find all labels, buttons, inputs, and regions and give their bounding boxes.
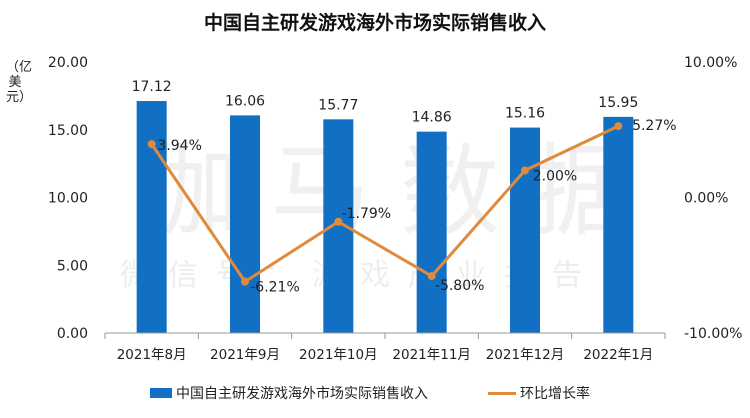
x-tick-label: 2021年11月	[392, 347, 471, 363]
legend-label-line: 环比增长率	[520, 386, 590, 402]
growth-point	[521, 166, 529, 175]
growth-data-label: 3.94%	[157, 138, 201, 154]
left-tick-label: 15.00	[48, 123, 88, 139]
legend-item-line: 环比增长率	[488, 383, 590, 403]
bar-data-label: 15.77	[318, 97, 358, 113]
watermark-logo: 伽马数据	[140, 133, 660, 250]
bar-data-label: 15.16	[505, 106, 545, 122]
legend-item-bar: 中国自主研发游戏海外市场实际销售收入	[150, 383, 428, 403]
right-tick-label: 10.00%	[684, 55, 737, 71]
bar	[416, 131, 447, 333]
growth-data-label: -5.80%	[435, 278, 485, 294]
legend-swatch-bar	[150, 388, 172, 398]
right-tick-label: 0.00%	[684, 191, 728, 207]
bar-data-label: 15.95	[598, 95, 638, 111]
growth-point	[241, 277, 249, 286]
legend-swatch-line	[488, 391, 516, 395]
left-tick-label: 0.00	[57, 326, 88, 342]
left-tick-label: 5.00	[57, 258, 88, 274]
bar-data-label: 17.12	[132, 79, 172, 95]
growth-point	[334, 217, 343, 226]
growth-data-label: 2.00%	[533, 168, 577, 184]
bar-data-label: 16.06	[225, 93, 265, 109]
growth-point	[147, 140, 156, 149]
growth-data-label: 5.27%	[632, 118, 676, 134]
x-tick-label: 2021年10月	[299, 347, 378, 363]
growth-line	[150, 124, 619, 284]
bar	[230, 115, 260, 334]
left-tick-label: 10.00	[48, 191, 88, 207]
x-tick-label: 2021年12月	[486, 347, 565, 363]
bar	[136, 101, 167, 333]
bar	[603, 116, 634, 333]
x-tick-label: 2021年9月	[210, 347, 280, 363]
bar-data-label: 14.86	[412, 110, 452, 126]
x-tick-label: 2021年8月	[117, 347, 187, 363]
growth-point	[614, 122, 623, 131]
growth-data-label: -6.21%	[250, 280, 300, 296]
bar	[510, 127, 540, 333]
chart-title: 中国自主研发游戏海外市场实际销售收入	[203, 12, 546, 34]
left-tick-label: 20.00	[48, 55, 88, 71]
x-tick-label: 2022年1月	[583, 347, 653, 363]
right-tick-label: -10.00%	[684, 326, 742, 342]
growth-data-label: -1.79%	[342, 206, 392, 222]
growth-point	[427, 272, 436, 281]
legend-label-bar: 中国自主研发游戏海外市场实际销售收入	[176, 386, 428, 402]
